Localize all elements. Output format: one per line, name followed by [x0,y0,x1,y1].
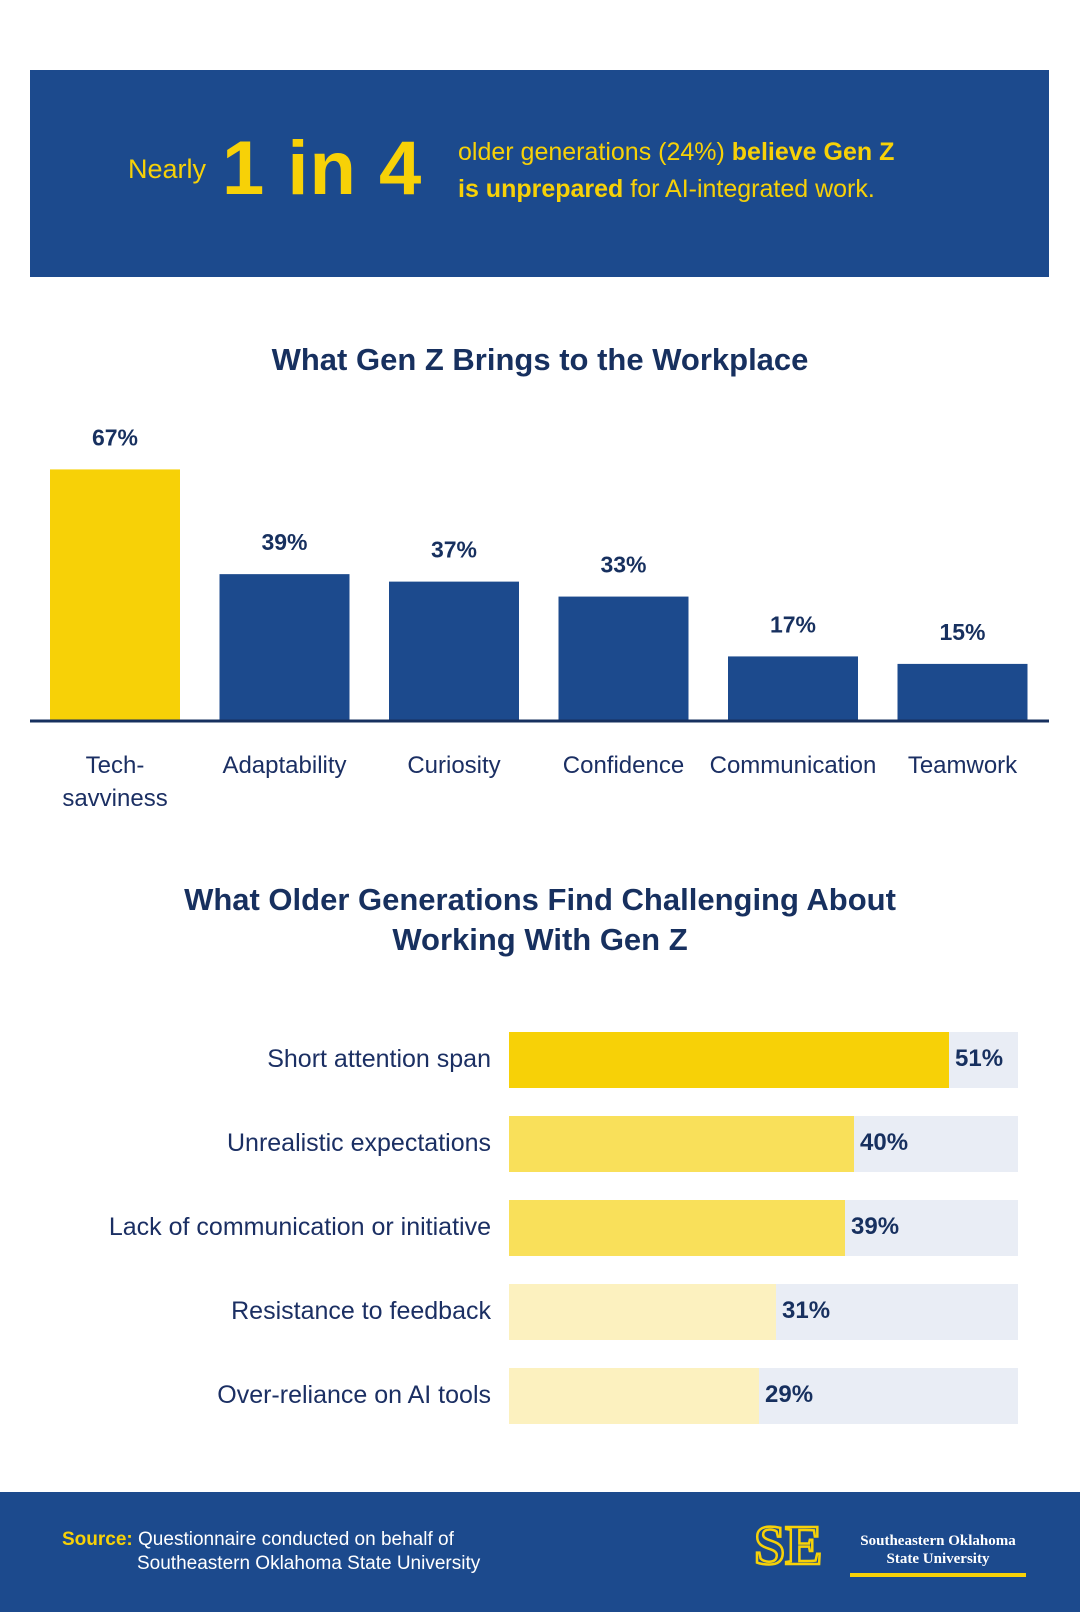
chart2-title-line1: What Older Generations Find Challenging … [184,882,896,917]
category-label: Tech- [86,752,145,779]
challenge-row: Over-reliance on AI tools 29% [0,1368,1080,1424]
university-name-line2: State University [886,1551,990,1567]
logo-underline [850,1573,1026,1577]
bar-value-label: 37% [431,537,477,563]
bar-value-label: 17% [770,611,816,637]
headline-stat-bold-1: believe Gen Z [731,138,895,166]
headline-stat-bold-2: is unprepared [458,175,624,203]
bar-value-label: 15% [939,619,985,645]
source-text-line2: Southeastern Oklahoma State University [137,1553,481,1574]
university-logo: SE Southeastern Oklahoma State Universit… [752,1516,1032,1596]
challenge-value-label: 29% [765,1381,814,1408]
challenge-bar-track: 40% [509,1116,1018,1172]
source-text-line1: Questionnaire conducted on behalf of [132,1529,454,1550]
chart1-title: What Gen Z Brings to the Workplace [271,342,809,377]
challenge-row: Resistance to feedback 31% [0,1284,1080,1340]
challenge-label: Over-reliance on AI tools [217,1381,491,1409]
challenge-bar-track: 29% [509,1368,1018,1424]
challenge-bar-track: 51% [509,1032,1018,1088]
category-label: savviness [62,785,167,812]
challenge-bar [509,1116,854,1172]
category-label: Curiosity [407,752,500,779]
bar-confidence [558,596,689,720]
headline-stat-regular-2: for AI-integrated work. [623,175,875,203]
challenge-row: Lack of communication or initiative 39% [0,1200,1080,1256]
bar-adaptability [219,574,350,720]
challenge-value-label: 31% [782,1297,831,1324]
source-note: Source: Questionnaire conducted on behal… [62,1528,480,1576]
challenge-bar [509,1284,776,1340]
challenge-label: Unrealistic expectations [226,1129,491,1157]
headline-banner: Nearly 1 in 4 older generations (24%) be… [30,70,1049,277]
footer: Source: Questionnaire conducted on behal… [0,1492,1080,1612]
category-label: Communication [710,752,877,779]
se-monogram-letters: SE [754,1516,823,1577]
se-monogram-icon: SE [753,1516,824,1578]
challenge-bar [509,1368,759,1424]
category-label: Teamwork [908,752,1018,779]
challenge-value-label: 51% [955,1045,1004,1072]
challenge-label: Resistance to feedback [231,1297,491,1325]
challenge-bar-track: 31% [509,1284,1018,1340]
challenge-value-label: 40% [860,1129,909,1156]
bar-teamwork [897,663,1028,720]
challenge-value-label: 39% [851,1213,900,1240]
university-name: Southeastern Oklahoma State University [850,1532,1026,1568]
challenge-bar [509,1200,845,1256]
bar-tech-savviness [50,469,180,720]
chart1-bar-chart: 67% Tech-savviness 39% Adaptability 37% Curio… [30,424,1049,812]
bar-value-label: 67% [92,424,138,450]
university-name-line1: Southeastern Oklahoma [860,1533,1016,1549]
category-label: Adaptability [222,752,346,779]
challenge-bar-track: 39% [509,1200,1018,1256]
challenge-bar [509,1032,949,1088]
bar-value-label: 39% [261,529,307,555]
headline-stat-regular-1: older generations (24%) [458,138,732,166]
source-label: Source: [62,1529,133,1550]
category-label: Confidence [563,752,684,779]
headline-big-stat: 1 in 4 [222,126,423,211]
chart2-title: What Older Generations Find Challenging … [0,880,1080,960]
challenge-label: Short attention span [267,1045,491,1073]
challenge-label: Lack of communication or initiative [108,1213,491,1241]
bar-communication [728,656,858,720]
chart2-title-line2: Working With Gen Z [392,922,688,957]
bar-curiosity [389,581,519,720]
challenge-row: Unrealistic expectations 40% [0,1116,1080,1172]
headline-stat-text: older generations (24%) believe Gen Z is… [458,134,978,208]
bar-value-label: 33% [600,552,646,578]
headline-nearly: Nearly [128,154,207,184]
challenge-row: Short attention span 51% [0,1032,1080,1088]
